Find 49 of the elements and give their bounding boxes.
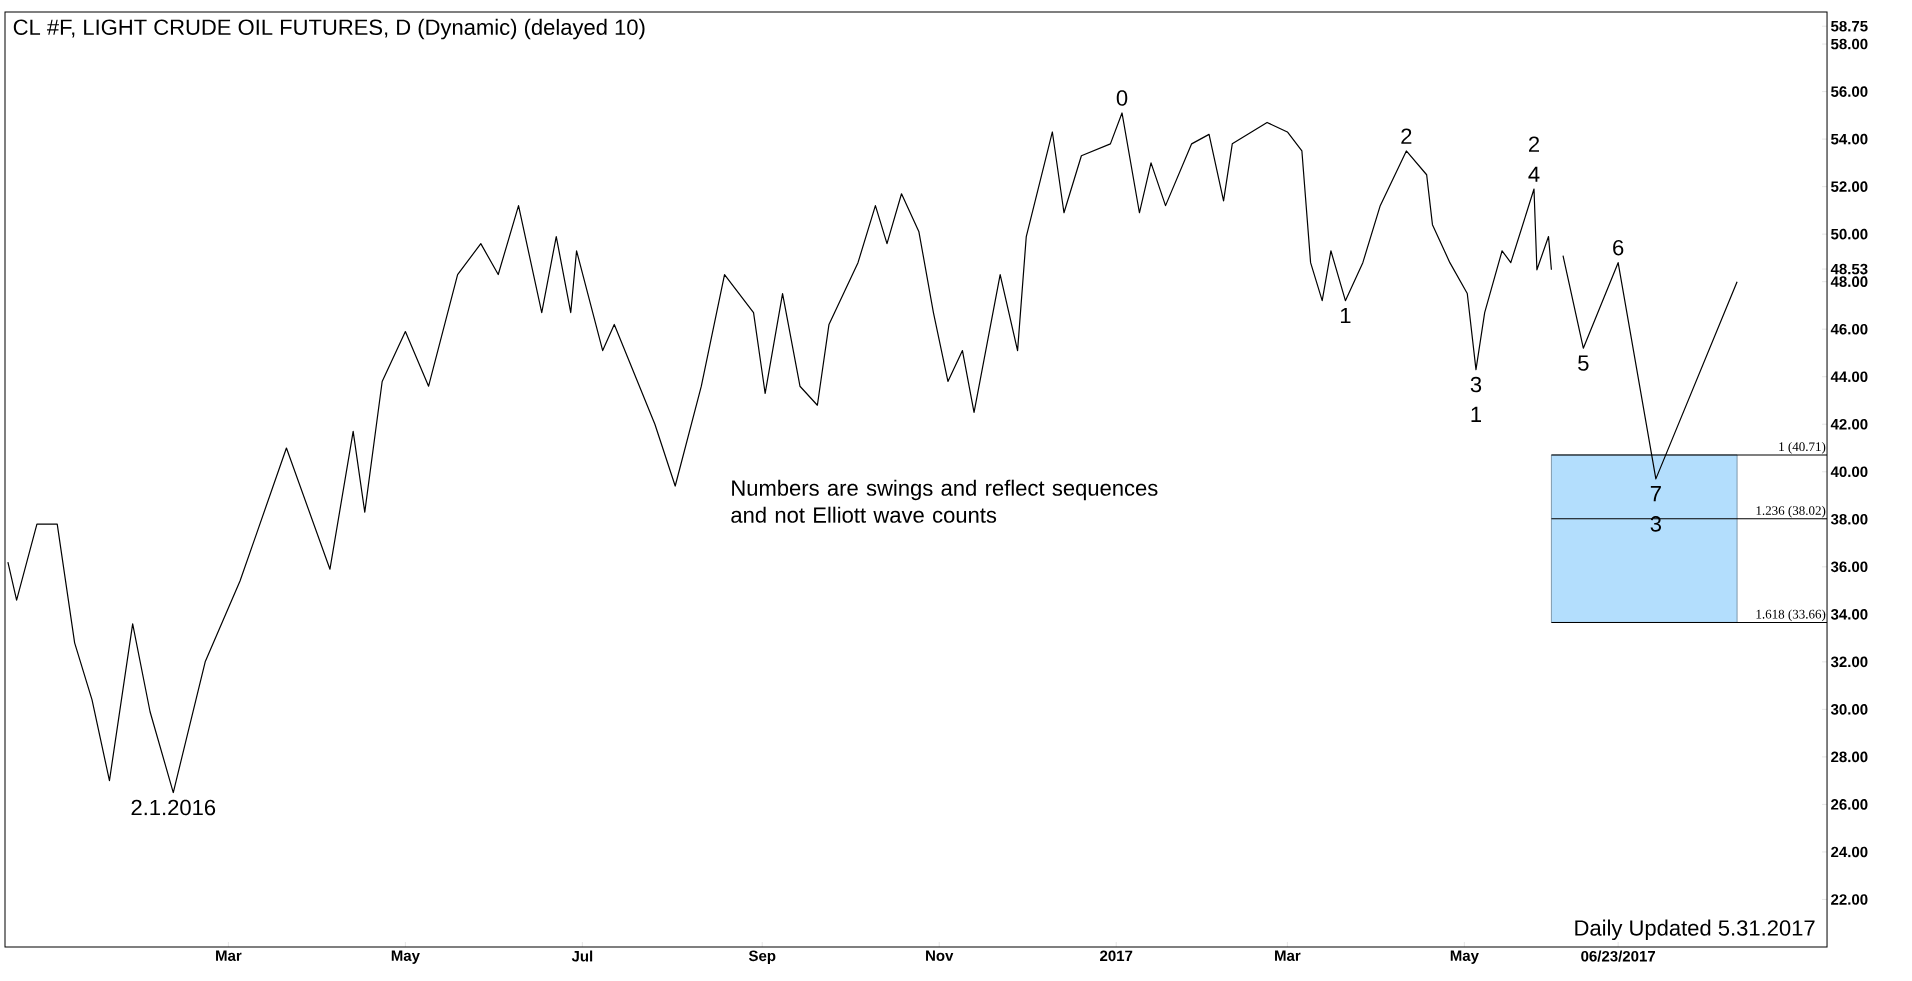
y-tick-label: 52.00 — [1831, 181, 1868, 192]
line-series — [7, 112, 1553, 794]
y-tick-label: 54.00 — [1831, 133, 1868, 145]
x-tick-label: 06/23/2017 — [1581, 950, 1656, 962]
y-tick-label: 58.75 — [1831, 20, 1868, 32]
ref-line-label: 1 (40.71) — [1779, 441, 1826, 454]
annotation: 1 — [1340, 307, 1351, 324]
annotation: 2 — [1401, 128, 1412, 144]
x-tick-label: Mar — [216, 950, 242, 961]
y-tick-label: 38.00 — [1830, 513, 1868, 525]
x-tick-label: May — [1450, 950, 1479, 964]
annotation: 2 — [1528, 136, 1540, 152]
annotation: 6 — [1613, 239, 1624, 256]
y-tick-label: 22.00 — [1831, 894, 1868, 905]
annotation: 3 — [1470, 376, 1482, 393]
annotation: Numbers are swings and reflect sequences and not Elliott wave counts — [731, 479, 1158, 523]
annotation: 3 — [1650, 516, 1661, 532]
y-tick-label: 46.00 — [1830, 323, 1868, 335]
annotation: 0 — [1116, 90, 1128, 106]
x-tick-label: Mar — [1275, 950, 1301, 961]
y-tick-label: 34.00 — [1830, 609, 1868, 620]
ref-line-label: 1.236 (38.02) — [1756, 505, 1826, 518]
y-tick-label: 40.00 — [1830, 466, 1868, 478]
annotation: 4 — [1528, 166, 1540, 182]
y-tick-label: 58.00 — [1831, 38, 1868, 50]
x-tick-label: May — [391, 950, 420, 964]
annotation: 1 — [1471, 406, 1482, 422]
chart-title: CL #F, LIGHT CRUDE OIL FUTURES, D (Dynamic) (delayed 10) — [13, 18, 645, 40]
x-tick-label: Jul — [571, 950, 593, 962]
annotation: Daily Updated 5.31.2017 — [1575, 919, 1815, 941]
y-tick-label: 30.00 — [1830, 704, 1868, 715]
y-tick-label: 44.00 — [1830, 371, 1868, 383]
y-tick-label: 42.00 — [1830, 418, 1868, 430]
y-tick-label: 26.00 — [1831, 799, 1868, 810]
y-tick-label: 50.00 — [1831, 228, 1868, 240]
y-tick-label: 28.00 — [1831, 751, 1868, 763]
ref-line-label: 1.618 (33.66) — [1756, 609, 1826, 622]
y-tick-label: 56.00 — [1831, 86, 1868, 97]
y-tick-label: 48.53 — [1830, 263, 1868, 275]
x-tick-label: 2017 — [1100, 950, 1133, 962]
x-tick-label: Nov — [926, 950, 954, 961]
annotation: 5 — [1578, 355, 1589, 371]
y-tick-label: 32.00 — [1830, 656, 1868, 668]
x-tick-label: Sep — [748, 950, 776, 965]
annotation: 7 — [1650, 486, 1661, 502]
y-tick-label: 36.00 — [1830, 561, 1868, 573]
y-tick-label: 48.00 — [1830, 276, 1868, 287]
y-tick-label: 24.00 — [1831, 846, 1868, 858]
annotation: 2.1.2016 — [131, 799, 216, 816]
